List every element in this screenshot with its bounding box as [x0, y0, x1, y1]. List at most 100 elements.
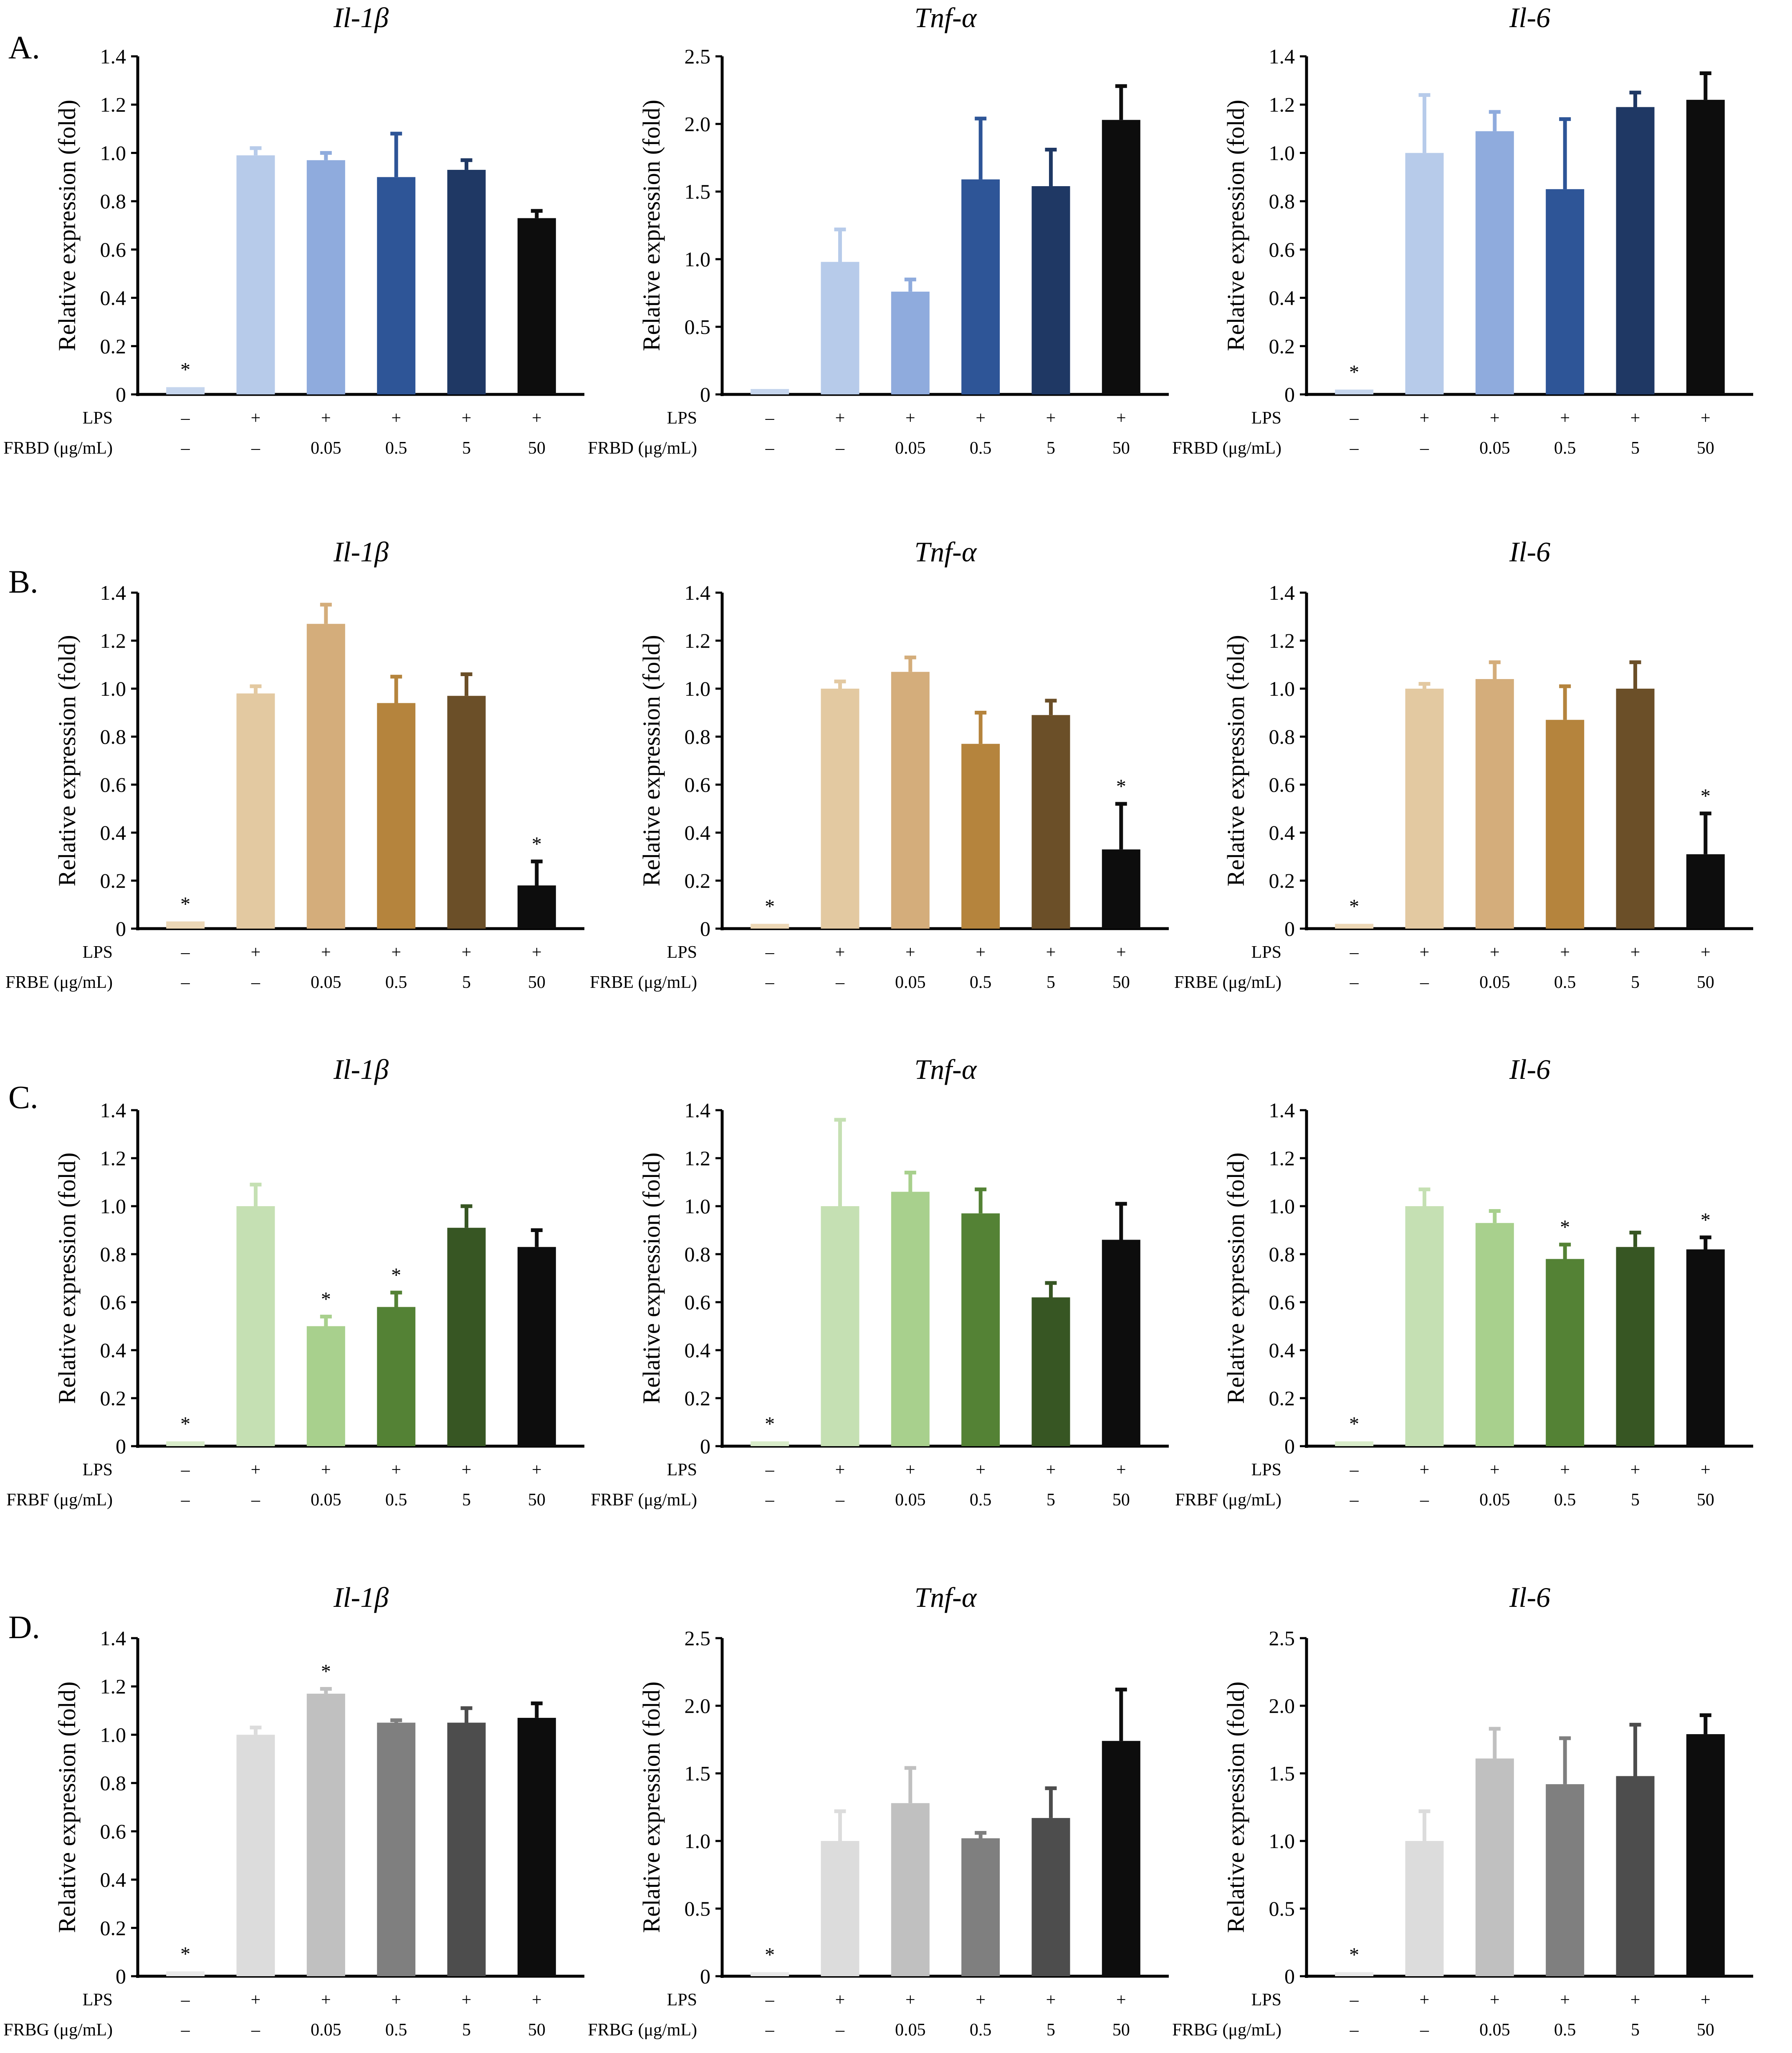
y-tick-label: 0.6	[100, 1290, 126, 1314]
y-tick-label: 0.4	[100, 1338, 126, 1362]
condition-label: LPS	[83, 1990, 113, 2010]
significance-star: *	[1349, 1413, 1359, 1435]
condition-label: LPS	[1251, 1460, 1281, 1480]
bar	[1686, 100, 1725, 395]
significance-star: *	[1349, 361, 1359, 383]
condition-mark: 5	[1631, 439, 1640, 458]
panel-letter: C.	[8, 1079, 38, 1115]
condition-mark: –	[835, 973, 845, 992]
y-tick-label: 1.0	[685, 677, 711, 700]
condition-mark: 0.5	[1554, 439, 1576, 458]
y-axis-label: Relative expression (fold)	[1222, 100, 1249, 351]
y-tick-label: 1.2	[100, 629, 126, 652]
condition-mark: +	[1046, 943, 1056, 962]
y-tick-label: 0.2	[100, 1386, 126, 1410]
y-tick-label: 0	[116, 1434, 126, 1458]
bar	[377, 1307, 416, 1446]
y-axis-label: Relative expression (fold)	[638, 635, 665, 886]
condition-mark: –	[1420, 439, 1429, 458]
bar	[1335, 389, 1374, 394]
y-tick-label: 1.4	[1269, 1098, 1295, 1122]
condition-mark: 50	[1697, 2020, 1714, 2040]
y-axis-label: Relative expression (fold)	[53, 100, 81, 351]
bar	[1102, 1741, 1140, 1976]
condition-mark: +	[1490, 1990, 1500, 2010]
condition-mark: 0.5	[385, 1490, 407, 1510]
chart-title: Il-6	[1509, 1581, 1550, 1613]
condition-mark: +	[251, 409, 261, 428]
significance-star: *	[180, 359, 190, 381]
bar	[751, 1441, 789, 1446]
condition-mark: +	[1490, 1460, 1500, 1480]
condition-label: FRBF (μg/mL)	[591, 1490, 697, 1510]
bar	[1475, 131, 1514, 394]
bar	[1102, 120, 1140, 394]
bar	[306, 1326, 345, 1446]
bar	[517, 1717, 556, 1976]
bar	[751, 389, 789, 394]
y-tick-label: 1.0	[1269, 1829, 1295, 1853]
y-tick-label: 1.0	[1269, 141, 1295, 164]
condition-mark: +	[1560, 1990, 1570, 2010]
bar	[1405, 153, 1444, 394]
y-tick-label: 0.6	[1269, 1290, 1295, 1314]
y-tick-label: 1.0	[1269, 1194, 1295, 1218]
significance-star: *	[180, 1413, 190, 1435]
condition-mark: –	[251, 973, 260, 992]
condition-mark: +	[1116, 1990, 1126, 2010]
bar	[821, 1206, 859, 1446]
significance-star: *	[321, 1661, 331, 1683]
condition-mark: 0.5	[970, 973, 992, 992]
y-tick-label: 1.4	[100, 1626, 126, 1650]
y-tick-label: 0	[700, 1965, 710, 1988]
y-tick-label: 0.6	[100, 773, 126, 796]
y-tick-label: 1.0	[100, 141, 126, 164]
bar	[821, 262, 859, 394]
significance-star: *	[321, 1288, 331, 1311]
condition-mark: –	[251, 1490, 260, 1510]
y-tick-label: 0	[700, 917, 710, 940]
condition-mark: 0.5	[970, 439, 992, 458]
bar	[1102, 849, 1140, 929]
significance-star: *	[765, 1944, 775, 1966]
condition-mark: +	[391, 1460, 401, 1480]
bar	[166, 387, 205, 394]
condition-mark: +	[251, 1990, 261, 2010]
condition-mark: –	[835, 2020, 845, 2040]
y-tick-label: 2.5	[685, 1626, 711, 1650]
condition-mark: 5	[1046, 2020, 1055, 2040]
significance-star: *	[1560, 1216, 1570, 1238]
condition-mark: –	[181, 1460, 190, 1480]
condition-mark: –	[1420, 973, 1429, 992]
y-tick-label: 0.4	[1269, 821, 1295, 844]
chart-12: Il-6 Relative expression (fold) 0 0.5 1.0 1.5…	[1172, 1581, 1753, 2040]
y-tick-label: 1.0	[685, 1194, 711, 1218]
condition-label: LPS	[83, 409, 113, 428]
y-tick-label: 1.4	[1269, 45, 1295, 68]
y-tick-label: 1.2	[685, 1146, 711, 1170]
panel-letter: B.	[8, 563, 38, 600]
condition-mark: +	[391, 943, 401, 962]
condition-mark: +	[462, 1460, 472, 1480]
condition-mark: +	[1630, 1990, 1640, 2010]
chart-title: Tnf-α	[914, 1581, 977, 1613]
condition-mark: +	[835, 409, 845, 428]
y-axis-label: Relative expression (fold)	[1222, 1682, 1249, 1933]
chart-11: Tnf-α Relative expression (fold) 0 0.5 1.0 1.…	[588, 1581, 1169, 2040]
condition-mark: –	[181, 943, 190, 962]
condition-mark: –	[181, 1490, 190, 1510]
significance-star: *	[765, 896, 775, 918]
bar	[891, 672, 930, 929]
condition-mark: 0.05	[311, 1490, 341, 1510]
bar	[1102, 1240, 1140, 1446]
condition-mark: +	[905, 1990, 915, 2010]
condition-mark: 5	[462, 439, 471, 458]
condition-mark: 5	[462, 973, 471, 992]
bar	[821, 1841, 859, 1976]
condition-mark: +	[251, 943, 261, 962]
y-tick-label: 0.6	[685, 1290, 711, 1314]
condition-mark: +	[321, 1990, 331, 2010]
condition-mark: –	[251, 439, 260, 458]
y-tick-label: 0.4	[685, 1338, 711, 1362]
y-tick-label: 1.2	[100, 1675, 126, 1698]
